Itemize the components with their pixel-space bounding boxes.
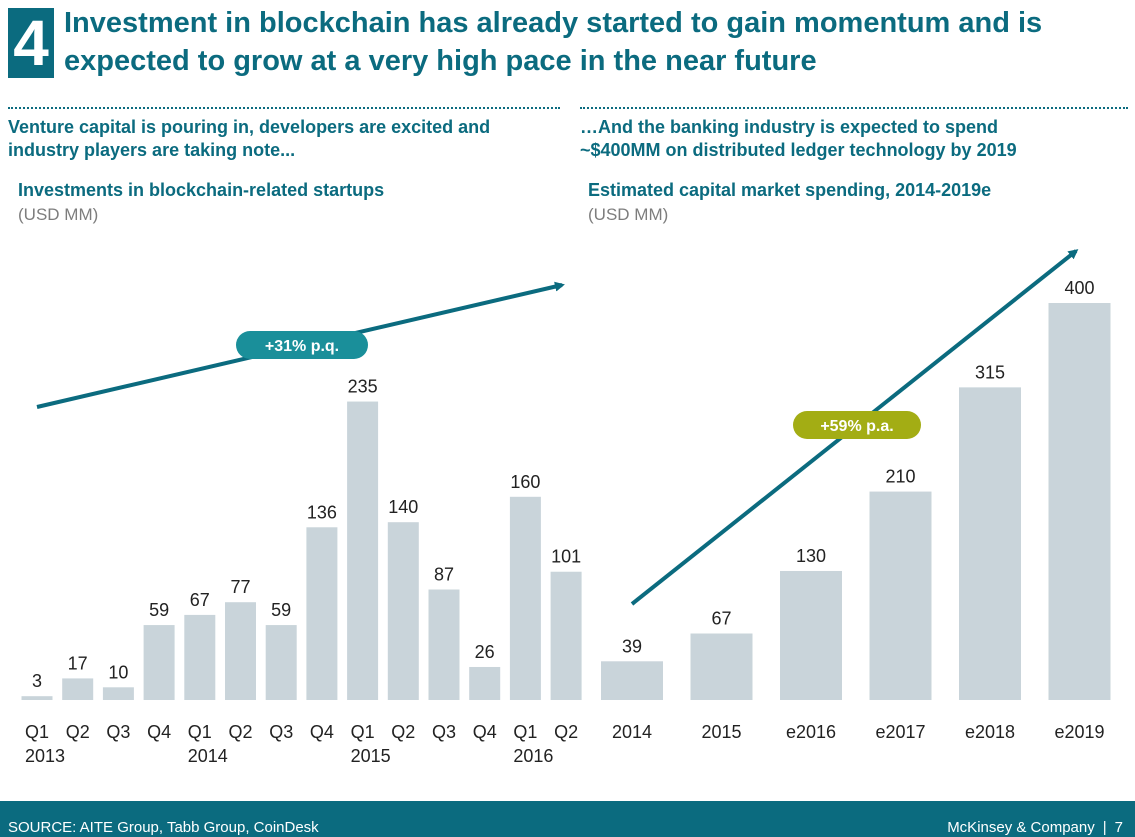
left-chart-tick-label: Q1	[351, 722, 375, 742]
footer-bar: SOURCE: AITE Group, Tabb Group, CoinDesk…	[0, 801, 1135, 837]
right-chart-value-label: 315	[975, 362, 1005, 382]
right-chart-tick-label: 2014	[612, 722, 652, 742]
left-chart-bar	[347, 401, 379, 700]
left-chart-value-label: 10	[108, 662, 128, 682]
left-chart-bar	[550, 571, 582, 700]
left-chart-tick-year-label: 2014	[188, 746, 228, 766]
left-chart-bar	[102, 687, 134, 700]
left-chart-value-label: 140	[388, 497, 418, 517]
left-chart-tick-year-label: 2015	[351, 746, 391, 766]
left-growth-badge	[236, 331, 368, 359]
left-chart-tick-year-label: 2013	[25, 746, 65, 766]
left-chart-tick-label: Q4	[310, 722, 334, 742]
left-chart-tick-label: Q4	[473, 722, 497, 742]
left-divider	[8, 107, 560, 109]
footer-separator: |	[1102, 819, 1107, 836]
right-chart-tick-label: e2016	[786, 722, 836, 742]
left-chart-bar	[509, 496, 541, 700]
left-chart-value-label: 235	[348, 377, 378, 397]
right-chart-value-label: 39	[622, 636, 642, 656]
left-subtitle: Venture capital is pouring in, developer…	[8, 116, 490, 162]
right-chart-unit: (USD MM)	[588, 205, 669, 224]
right-chart-value-label: 67	[711, 609, 731, 629]
right-chart-bar	[1048, 303, 1111, 700]
left-chart-value-label: 17	[68, 653, 88, 673]
right-chart-value-label: 130	[796, 546, 826, 566]
right-subtitle: …And the banking industry is expected to…	[580, 116, 1017, 162]
left-chart-tick-label: Q1	[188, 722, 212, 742]
left-chart-bar	[428, 589, 460, 700]
left-chart-tick-label: Q3	[269, 722, 293, 742]
right-chart-tick-label: e2017	[875, 722, 925, 742]
page-number: 7	[1114, 819, 1123, 836]
right-chart-bar	[690, 633, 753, 700]
left-chart-value-label: 136	[307, 502, 337, 522]
left-chart-value-label: 87	[434, 565, 454, 585]
right-subtitle-line-2: ~$400MM on distributed ledger technology…	[580, 140, 1017, 160]
right-chart-tick-label: e2018	[965, 722, 1015, 742]
left-chart-tick-label: Q2	[228, 722, 252, 742]
right-chart-bar	[601, 661, 663, 700]
right-growth-badge	[793, 411, 921, 439]
right-chart-value-label: 400	[1064, 278, 1094, 298]
left-chart-bar	[469, 666, 501, 700]
right-chart-tick-label: 2015	[701, 722, 741, 742]
slide-number: 4	[8, 8, 54, 78]
left-chart-bar	[387, 522, 419, 700]
left-chart-tick-label: Q2	[391, 722, 415, 742]
left-chart-bar	[265, 625, 297, 700]
left-chart-value-label: 59	[271, 600, 291, 620]
brand-name: McKinsey & Company	[947, 819, 1095, 836]
slide-title-line-1: Investment in blockchain has already sta…	[64, 7, 1043, 39]
slide-title: Investment in blockchain has already sta…	[64, 4, 1134, 80]
right-chart-tick-label: e2019	[1054, 722, 1104, 742]
right-subtitle-line-1: …And the banking industry is expected to…	[580, 117, 999, 137]
slide-title-line-2: expected to grow at a very high pace in …	[64, 45, 817, 77]
left-chart-tick-label: Q4	[147, 722, 171, 742]
left-chart-bar	[21, 696, 53, 700]
left-chart: 3 Q1 2013 17 Q2 10 Q3 59 Q4 67 Q1 2014 77 Q2 59 Q3 136 Q4…	[21, 377, 582, 766]
right-chart-title: Estimated capital market spending, 2014-…	[588, 180, 992, 200]
left-chart-value-label: 59	[149, 600, 169, 620]
left-chart-unit: (USD MM)	[18, 205, 99, 224]
left-chart-value-label: 77	[230, 577, 250, 597]
left-chart-tick-label: Q3	[106, 722, 130, 742]
right-chart-bar	[869, 491, 932, 700]
left-chart-tick-year-label: 2016	[513, 746, 553, 766]
right-chart-bar	[780, 570, 842, 700]
right-growth-label: +59% p.a.	[820, 418, 893, 435]
left-chart-bar	[225, 602, 256, 700]
left-chart-title: Investments in blockchain-related startu…	[18, 180, 385, 200]
left-chart-bar	[143, 625, 175, 700]
right-chart: 39 2014 67 2015 130 e2016 210 e2017 315 e2018 400 e…	[601, 278, 1111, 742]
left-chart-value-label: 3	[32, 671, 42, 691]
left-chart-tick-label: Q1	[25, 722, 49, 742]
source-note: SOURCE: AITE Group, Tabb Group, CoinDesk	[8, 819, 319, 836]
left-chart-tick-label: Q3	[432, 722, 456, 742]
left-subtitle-line-2: industry players are taking note...	[8, 140, 296, 160]
left-subtitle-line-1: Venture capital is pouring in, developer…	[8, 117, 491, 137]
left-chart-value-label: 160	[510, 472, 540, 492]
left-chart-tick-label: Q1	[513, 722, 537, 742]
right-chart-bar	[959, 387, 1021, 700]
right-chart-value-label: 210	[885, 467, 915, 487]
left-growth-label: +31% p.q.	[265, 338, 339, 355]
left-chart-bar	[62, 678, 94, 700]
right-divider	[580, 107, 1128, 109]
left-chart-bar	[184, 614, 216, 700]
left-chart-tick-label: Q2	[66, 722, 90, 742]
left-chart-value-label: 67	[190, 590, 210, 610]
left-chart-bar	[306, 527, 338, 700]
left-chart-tick-label: Q2	[554, 722, 578, 742]
left-chart-value-label: 101	[551, 547, 581, 567]
charts-canvas: 3 Q1 2013 17 Q2 10 Q3 59 Q4 67 Q1 2014 77 Q2 59 Q3 136 Q4…	[21, 249, 1111, 766]
left-chart-value-label: 26	[475, 642, 495, 662]
footer-brand-block: McKinsey & Company | 7	[947, 819, 1123, 836]
